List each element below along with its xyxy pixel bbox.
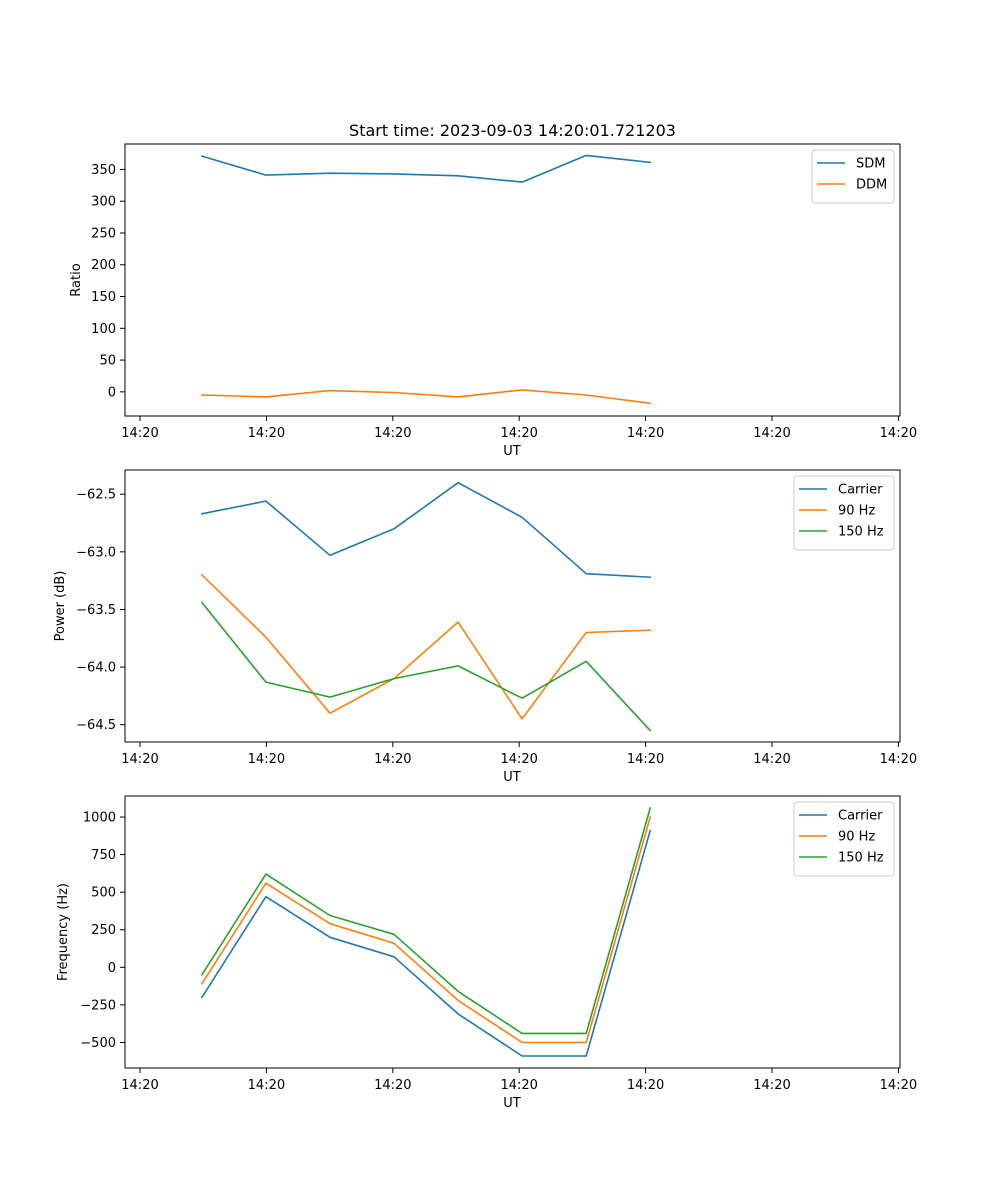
figure-title: Start time: 2023-09-03 14:20:01.721203: [349, 121, 676, 140]
legend-label: Carrier: [838, 483, 883, 498]
x-tick-label: 14:20: [248, 752, 285, 767]
x-tick-label: 14:20: [248, 426, 285, 441]
y-tick-label: 250: [91, 226, 116, 241]
legend: Carrier 90 Hz 150 Hz: [793, 801, 895, 877]
series-lines: [200, 807, 652, 1057]
y-axis: −62.5 −63.0 −63.5 −64.0 −64.5: [76, 488, 125, 733]
y-axis: 1000 750 500 250 0 −250 −500: [80, 811, 125, 1051]
x-tick-label: 14:20: [500, 752, 537, 767]
series-line-ddm: [201, 389, 652, 405]
series-line-carrier: [200, 829, 652, 1057]
plot-frame: [124, 795, 901, 1069]
x-tick-label: 14:20: [753, 426, 790, 441]
legend-label: SDM: [856, 157, 885, 172]
series-lines: [200, 481, 652, 732]
y-tick-label: −62.5: [76, 488, 116, 503]
x-tick-label: 14:20: [121, 1078, 158, 1093]
y-tick-label: −500: [80, 1036, 116, 1051]
legend-label: DDM: [856, 178, 887, 193]
legend-label: 150 Hz: [838, 851, 884, 866]
y-axis: 0 50 100 150 200 250 300 350: [91, 163, 125, 400]
x-axis-label: UT: [503, 444, 521, 459]
x-axis-label: UT: [503, 1096, 521, 1111]
y-tick-label: 500: [91, 886, 116, 901]
y-axis-label: Ratio: [69, 263, 84, 296]
x-tick-label: 14:20: [880, 426, 917, 441]
legend: Carrier 90 Hz 150 Hz: [793, 475, 895, 551]
x-tick-label: 14:20: [500, 426, 537, 441]
y-tick-label: 1000: [83, 811, 116, 826]
subplot-3: 14:2014:2014:2014:2014:2014:2014:2014:21…: [56, 795, 917, 1111]
y-tick-label: 0: [108, 961, 116, 976]
y-tick-label: −63.5: [76, 603, 116, 618]
legend-label: 90 Hz: [838, 830, 875, 845]
series-line-90-hz: [200, 816, 652, 1044]
x-tick-label: 14:20: [880, 752, 917, 767]
y-tick-label: 0: [108, 385, 116, 400]
y-tick-label: −250: [80, 998, 116, 1013]
y-axis-label: Frequency (Hz): [56, 883, 71, 981]
x-tick-label: 14:20: [121, 752, 158, 767]
y-tick-label: 200: [91, 258, 116, 273]
x-tick-label: 14:20: [121, 426, 158, 441]
x-tick-label: 14:20: [248, 1078, 285, 1093]
subplot-1: 14:2014:2014:2014:2014:2014:2014:2014:21…: [69, 143, 917, 459]
x-tick-label: 14:20: [374, 426, 411, 441]
x-tick-label: 14:20: [374, 752, 411, 767]
y-tick-label: 300: [91, 195, 116, 210]
legend: SDM DDM: [811, 149, 895, 204]
y-tick-label: −63.0: [76, 545, 116, 560]
y-tick-label: 250: [91, 923, 116, 938]
x-tick-label: 14:20: [880, 1078, 917, 1093]
y-tick-label: 50: [99, 354, 116, 369]
x-tick-label: 14:20: [374, 1078, 411, 1093]
x-tick-label: 14:20: [627, 1078, 664, 1093]
series-lines: [200, 154, 652, 405]
x-tick-label: 14:20: [627, 426, 664, 441]
legend-label: Carrier: [838, 809, 883, 824]
plot-frame: [124, 143, 901, 417]
y-tick-label: 150: [91, 290, 116, 305]
subplot-2: 14:2014:2014:2014:2014:2014:2014:2014:21…: [53, 469, 917, 785]
series-line-90-hz: [200, 573, 652, 720]
y-tick-label: 350: [91, 163, 116, 178]
series-line-sdm: [200, 154, 652, 183]
x-tick-label: 14:20: [753, 1078, 790, 1093]
x-tick-label: 14:20: [500, 1078, 537, 1093]
x-tick-label: 14:20: [627, 752, 664, 767]
y-tick-label: 750: [91, 848, 116, 863]
y-tick-label: −64.5: [76, 718, 116, 733]
y-axis-label: Power (dB): [53, 571, 68, 642]
plot-frame: [124, 469, 901, 743]
legend-label: 150 Hz: [838, 525, 884, 540]
series-line-150-hz: [200, 807, 652, 1035]
series-line-150-hz: [200, 601, 652, 732]
y-tick-label: 100: [91, 322, 116, 337]
series-line-carrier: [200, 481, 652, 579]
x-tick-label: 14:20: [753, 752, 790, 767]
x-axis-label: UT: [503, 770, 521, 785]
subplots: 14:2014:2014:2014:2014:2014:2014:2014:21…: [53, 143, 917, 1111]
legend-label: 90 Hz: [838, 504, 875, 519]
y-tick-label: −64.0: [76, 661, 116, 676]
